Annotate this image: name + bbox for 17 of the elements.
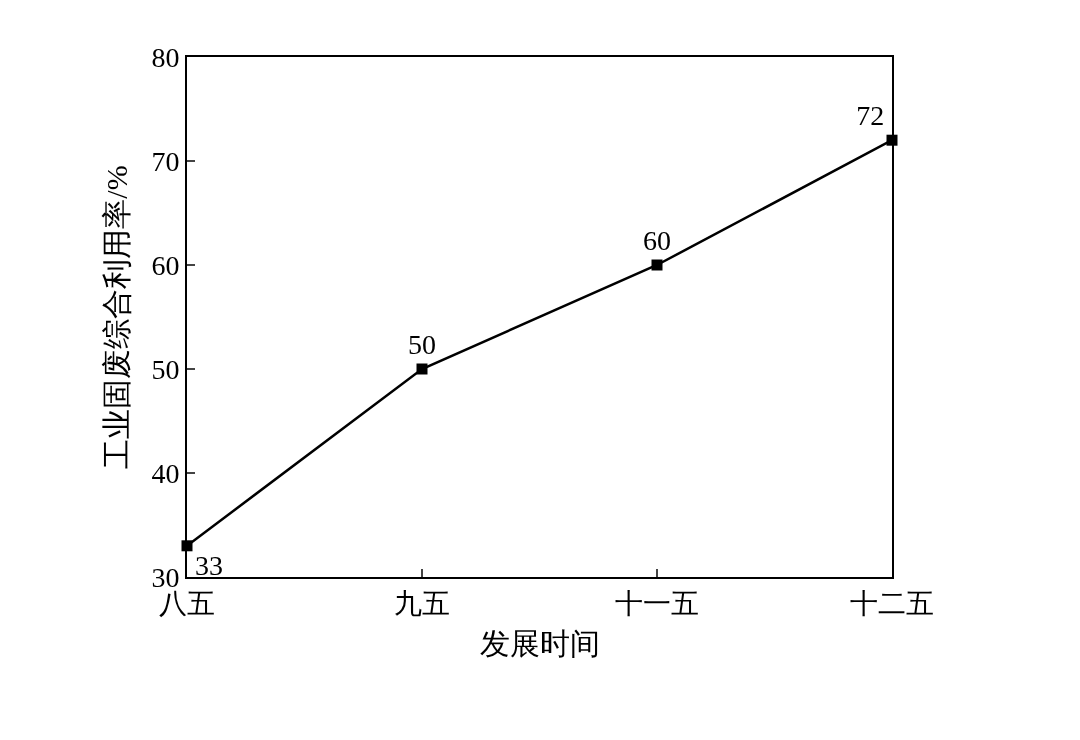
data-label: 72 — [856, 100, 885, 132]
x-tick-label: 十一五 — [615, 587, 699, 619]
x-tick-label: 十二五 — [850, 587, 934, 619]
y-tick-label: 60 — [151, 249, 180, 281]
y-tick-label: 70 — [151, 145, 180, 177]
x-tick-label: 八五 — [159, 587, 215, 619]
y-axis-title: 工业固废综合利用率/% — [99, 165, 133, 469]
y-tick-label: 50 — [151, 353, 180, 385]
data-label: 60 — [643, 225, 671, 257]
x-axis-title: 发展时间 — [479, 626, 600, 660]
y-tick-label: 40 — [151, 457, 180, 489]
point — [416, 363, 428, 375]
data-label: 50 — [408, 329, 436, 361]
y-tick-label: 80 — [151, 41, 180, 73]
point — [651, 259, 663, 271]
x-tick-label: 九五 — [394, 587, 450, 619]
data-label: 33 — [194, 549, 223, 581]
